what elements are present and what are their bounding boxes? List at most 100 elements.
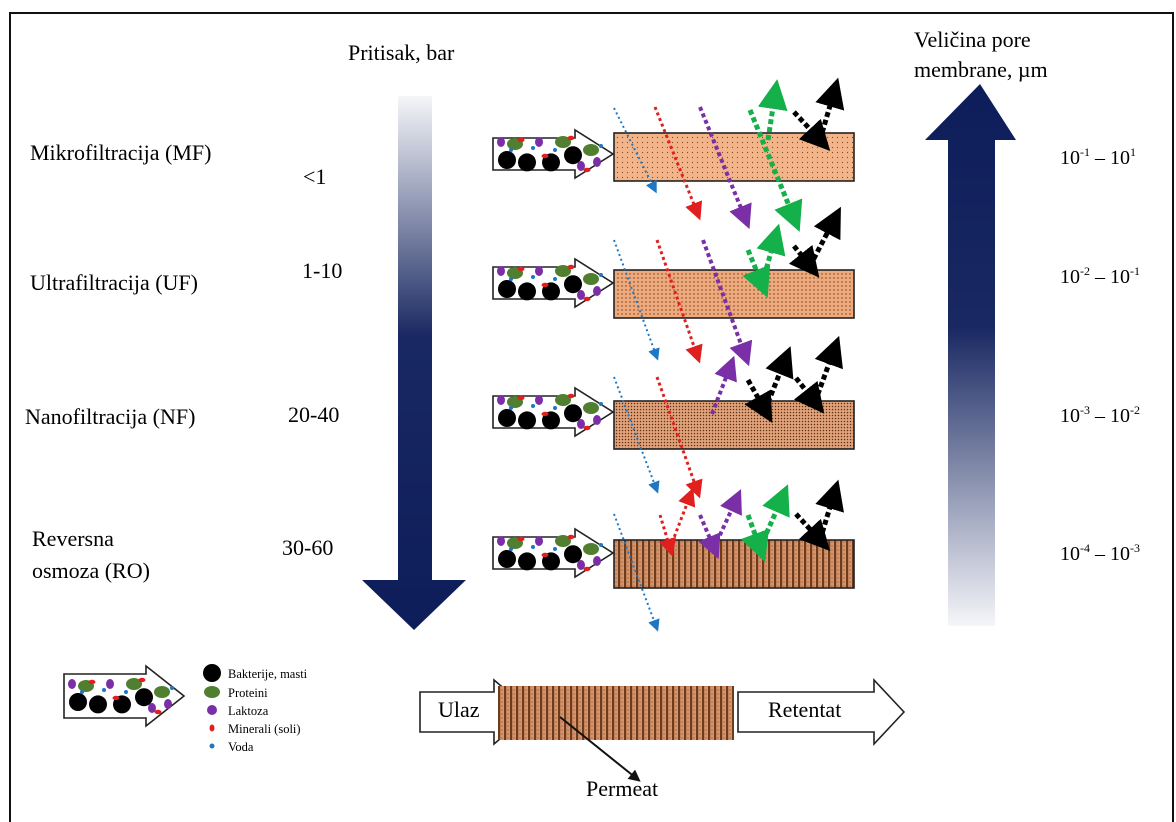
mineral-particle [541,282,549,288]
lactose-particle [577,290,585,300]
lactose-particle [535,266,543,276]
protein-particle [583,273,599,285]
mineral-particle [567,264,575,270]
protein-reject-ro [757,484,790,550]
process-label-nf: Nanofiltracija (NF) [25,404,196,429]
lactose-particle [164,699,172,709]
water-particle [509,406,513,410]
pore-size-gradient-arrow [925,84,1016,626]
pressure-gradient-arrow [362,96,466,630]
bacteria-reject-mf [815,77,845,141]
water-particle [531,146,535,150]
protein-particle [583,543,599,555]
mineral-particle [583,167,591,173]
bacteria-particle [89,695,107,714]
scheme-permeate-arrow [559,716,641,782]
bacteria-particle [518,282,536,301]
mineral-flow-uf [655,239,703,364]
bacteria-reject-nf [812,335,843,403]
scheme-permeate-label: Permeat [586,776,659,801]
lactose-particle [535,137,543,147]
scheme-inlet-label: Ulaz [438,697,480,722]
water-particle [599,543,603,547]
mineral-particle [541,153,549,159]
legend-label-minerals: Minerali (soli) [228,722,301,736]
pore-size-nf: 10-3 – 10-2 [1060,403,1140,427]
mineral-particle [517,137,525,143]
lactose-reject-nf [710,355,737,415]
mineral-particle [567,393,575,399]
lactose-particle [577,161,585,171]
lactose-particle [593,286,601,296]
lactose-particle [577,560,585,570]
feed-arrow-mf [492,128,615,180]
bacteria-reject-ro [815,479,844,541]
water-particle [531,404,535,408]
protein-particle [126,678,142,690]
mineral-particle [517,266,525,272]
figure-frame [9,12,1174,822]
water-particle [553,148,557,152]
lactose-particle [497,536,505,546]
lactose-particle [497,137,505,147]
mineral-flow-nf [655,376,703,499]
mineral-particle [517,536,525,542]
process-label-ro-line2: osmoza (RO) [32,558,150,583]
water-particle [509,547,513,551]
bacteria-particle [564,275,582,294]
mineral-particle [567,135,575,141]
protein-particle [555,136,571,148]
feed-arrow-ro [492,527,615,579]
legend-symbol-proteins [204,686,220,698]
lactose-particle [535,395,543,405]
scheme-retentate-label: Retentat [768,697,842,722]
mineral-particle [567,534,575,540]
process-label-ro-line1: Reversna [32,526,114,551]
feed-arrow-uf [492,257,615,309]
legend-symbol-water [209,743,215,749]
protein-particle [555,265,571,277]
lactose-particle [593,415,601,425]
legend-label-lactose: Laktoza [228,704,269,718]
lactose-particle [68,679,76,689]
water-particle [80,690,84,694]
protein-particle [154,686,170,698]
pore-size-ro: 10-4 – 10-3 [1060,541,1140,565]
protein-particle [555,535,571,547]
water-particle [170,686,174,690]
water-particle [599,273,603,277]
mineral-particle [541,552,549,558]
pore-axis-title-line1: Veličina pore [914,27,1031,52]
membrane-nf [613,400,855,450]
process-label-mf: Mikrofiltracija (MF) [30,140,212,165]
legend-symbol-lactose [207,705,217,715]
protein-path-uf [742,249,771,298]
pore-axis-title-line2: membrane, µm [914,57,1048,82]
lactose-particle [593,157,601,167]
bacteria-particle [518,411,536,430]
protein-particle [583,144,599,156]
pore-size-mf: 10-1 – 101 [1060,145,1136,169]
legend-label-water: Voda [228,740,254,754]
water-particle [553,406,557,410]
pore-size-uf: 10-2 – 10-1 [1060,264,1140,288]
lactose-particle [497,395,505,405]
water-particle [509,277,513,281]
bacteria-path-uf [788,244,820,278]
protein-particle [555,394,571,406]
mineral-particle [112,695,120,701]
bacteria-path-mf [792,110,831,151]
legend-label-bacteria: Bakterije, masti [228,667,308,681]
lactose-particle [497,266,505,276]
protein-flow-mf [747,109,803,232]
mineral-particle [583,566,591,572]
water-particle [599,402,603,406]
bacteria-particle [564,146,582,165]
bacteria-particle [498,550,516,568]
pressure-nf: 20-40 [288,402,340,427]
bacteria-reject-uf [807,206,841,268]
lactose-reject-ro [712,489,742,549]
water-flow-uf [613,239,660,361]
mineral-flow-mf [653,106,703,221]
